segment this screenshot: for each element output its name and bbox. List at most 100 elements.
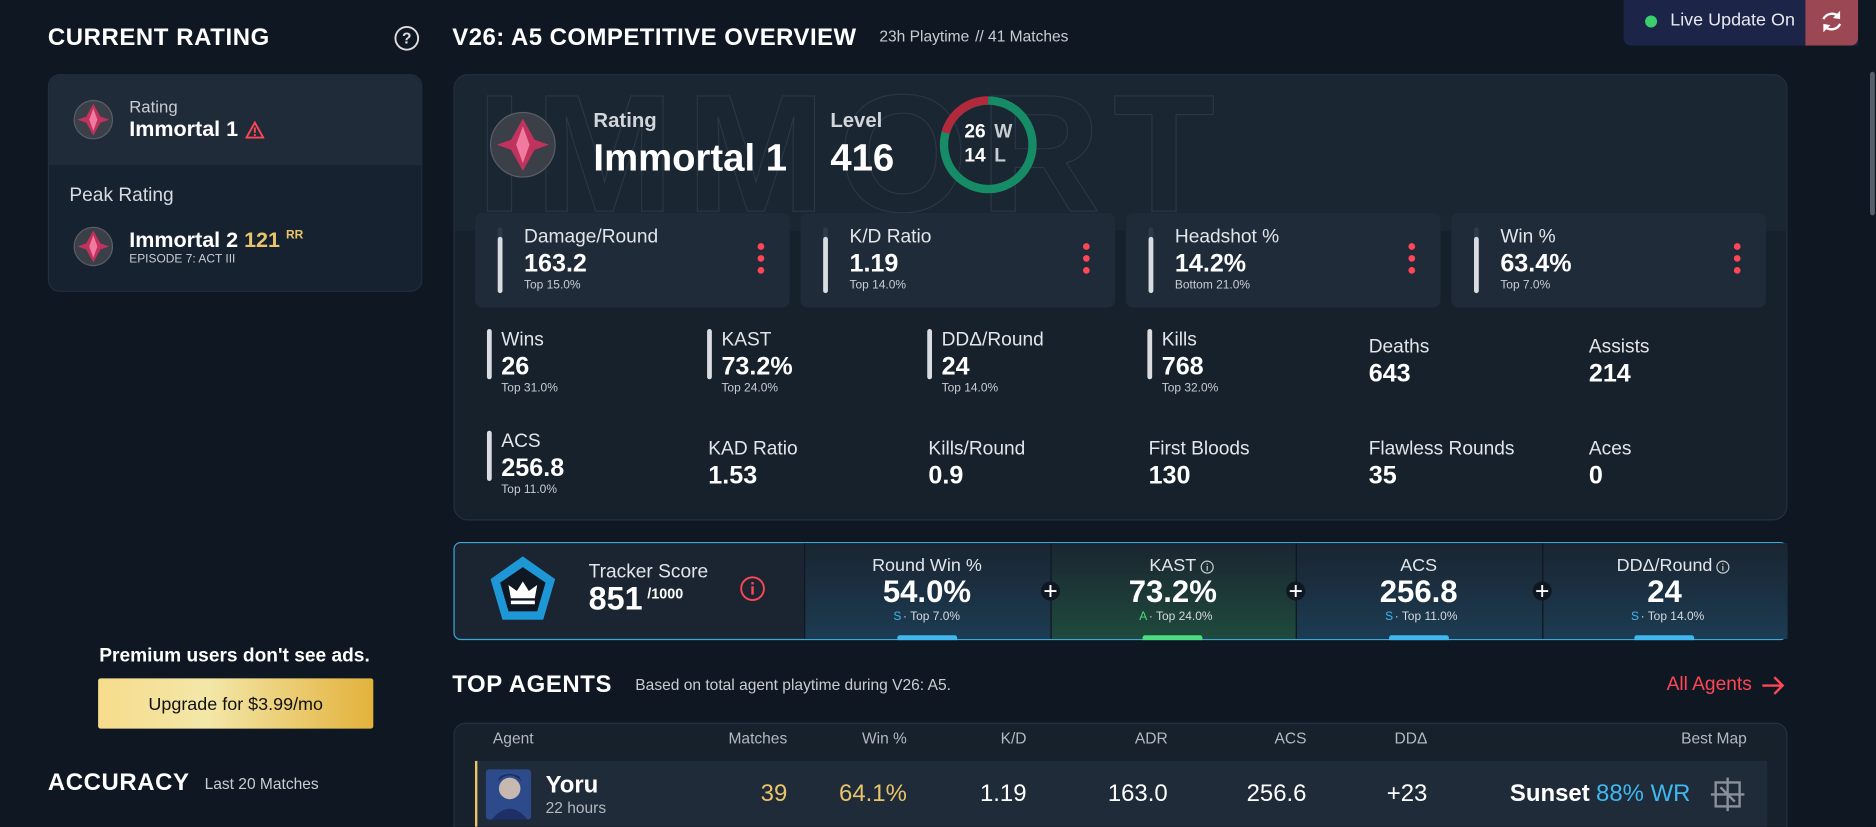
rank: Immortal 2	[129, 228, 239, 253]
win-loss-ring-svg	[939, 96, 1037, 194]
stat-card	[474, 212, 790, 308]
tracker-segment	[1541, 543, 1788, 639]
agent-adr: 163.0	[1107, 780, 1168, 807]
refresh-icon-svg	[1822, 10, 1842, 33]
stat-rank: Bottom 21.0%	[1174, 279, 1251, 293]
stat-rank: Top 7.0%	[1500, 279, 1551, 293]
refresh-icon	[1819, 8, 1845, 34]
agent-kd: 1.19	[979, 780, 1027, 807]
all-agents-link[interactable]: All Agents	[1666, 674, 1752, 695]
tracker-item-bar	[897, 635, 957, 641]
stat-rank: Top 32.0%	[1161, 381, 1219, 396]
tracker-logo-svg	[490, 556, 556, 620]
stat-bar	[486, 430, 492, 481]
stat-rank: Top 31.0%	[501, 381, 558, 396]
stat-rank: Top 14.0%	[941, 381, 999, 396]
stat-label: Kills	[1161, 329, 1197, 351]
tracker-segment	[804, 543, 1050, 639]
stat-label: First Bloods	[1148, 438, 1250, 460]
episode: EPISODE 7: ACT III	[129, 252, 236, 266]
info-icon-svg	[1716, 560, 1730, 574]
plus-icon-svg	[1286, 581, 1306, 601]
help-icon-svg: ?	[394, 25, 420, 51]
live-update-label[interactable]: Live Update On	[1670, 10, 1795, 31]
stat-bar	[927, 329, 933, 380]
heading: Peak Rating	[69, 185, 174, 206]
stat-bar-fill	[497, 236, 503, 294]
tracker-score: 851	[588, 580, 643, 617]
column-header: ACS	[1274, 729, 1307, 748]
wins: 26	[964, 121, 986, 143]
stat-label: ACS	[501, 431, 541, 453]
tracker-segment	[1295, 543, 1542, 639]
info-icon	[1716, 559, 1730, 574]
heading: TOP AGENTS	[452, 671, 613, 699]
stat-value: 0	[1588, 461, 1603, 490]
stat-label: Damage/Round	[524, 227, 659, 248]
upgrade-button[interactable]	[98, 678, 374, 729]
column-header: Agent	[492, 729, 534, 748]
stat-label: KAST	[721, 329, 772, 351]
heading: CURRENT RATING	[47, 24, 270, 51]
stat-card	[1451, 212, 1766, 308]
stat-bar-fill	[1148, 236, 1154, 294]
rank-icon	[489, 111, 556, 178]
plus-icon-svg	[1040, 581, 1060, 601]
stat-value: 14.2%	[1174, 249, 1247, 278]
map-icon	[1709, 775, 1747, 813]
tracker-item-label: KAST	[1149, 555, 1197, 576]
column-header: Matches	[728, 729, 788, 748]
agent-dd: +23	[1386, 780, 1428, 807]
menu-dots-svg	[1733, 243, 1741, 274]
agent-playtime: 22 hours	[545, 798, 607, 817]
peak-rank-icon-svg	[73, 226, 114, 267]
stat-value: 63.4%	[1500, 249, 1572, 278]
stat-value: 643	[1368, 360, 1411, 388]
arrow-icon	[1760, 674, 1786, 698]
tracker-item-value: 24	[1647, 573, 1682, 610]
tracker-max: /1000	[647, 585, 684, 602]
stat-label: KAD Ratio	[708, 438, 798, 460]
tracker-segment	[1049, 543, 1296, 639]
stat-label: Wins	[501, 329, 544, 351]
stat-value: 768	[1161, 352, 1204, 381]
stat-card	[1125, 212, 1441, 308]
upgrade-button-label[interactable]: Upgrade for $3.99/mo	[148, 694, 323, 715]
stat-rank: Top 15.0%	[524, 279, 581, 293]
rr: 121	[244, 228, 281, 253]
losses: 14	[964, 145, 986, 167]
rank-icon	[73, 99, 114, 140]
stat-value: 73.2%	[721, 352, 793, 381]
tracker-item-rank: · Top 11.0%	[1394, 610, 1458, 624]
tracker-item-bar	[1142, 635, 1203, 641]
losses-unit: L	[994, 145, 1006, 167]
stat-label: K/D Ratio	[849, 227, 932, 248]
stat-label: DDΔ/Round	[941, 329, 1044, 351]
tracker-logo	[487, 553, 559, 630]
tracker-label: Tracker Score	[588, 562, 709, 583]
stat-rank: Top 24.0%	[721, 381, 778, 396]
stat-value: 1.19	[849, 249, 899, 278]
stat-card	[800, 212, 1116, 308]
info-icon	[1200, 559, 1214, 574]
menu-dots-svg	[757, 243, 765, 274]
refresh-button[interactable]	[1805, 0, 1859, 46]
stat-label: Flawless Rounds	[1368, 438, 1515, 460]
stat-value: 26	[501, 352, 530, 381]
tracker-item-rank: · Top 7.0%	[903, 610, 960, 624]
stat-value: 163.2	[524, 249, 587, 278]
stat-value: 24	[941, 352, 970, 381]
stat-value: 35	[1368, 461, 1397, 490]
subtitle: Last 20 Matches	[204, 774, 319, 793]
column-header: Win %	[861, 729, 907, 748]
tracker-item-grade: A	[1139, 610, 1148, 624]
matches: // 41 Matches	[975, 26, 1069, 45]
agent-avatar-svg	[485, 769, 532, 820]
scrollbar-thumb[interactable]	[1870, 71, 1875, 216]
title: V26: A5 COMPETITIVE OVERVIEW	[452, 24, 857, 51]
best-map-win: 88% WR	[1596, 780, 1691, 807]
warning-icon-svg	[244, 120, 265, 139]
stat-rank: Top 11.0%	[501, 483, 557, 497]
subtitle: Based on total agent playtime during V26…	[635, 675, 951, 694]
